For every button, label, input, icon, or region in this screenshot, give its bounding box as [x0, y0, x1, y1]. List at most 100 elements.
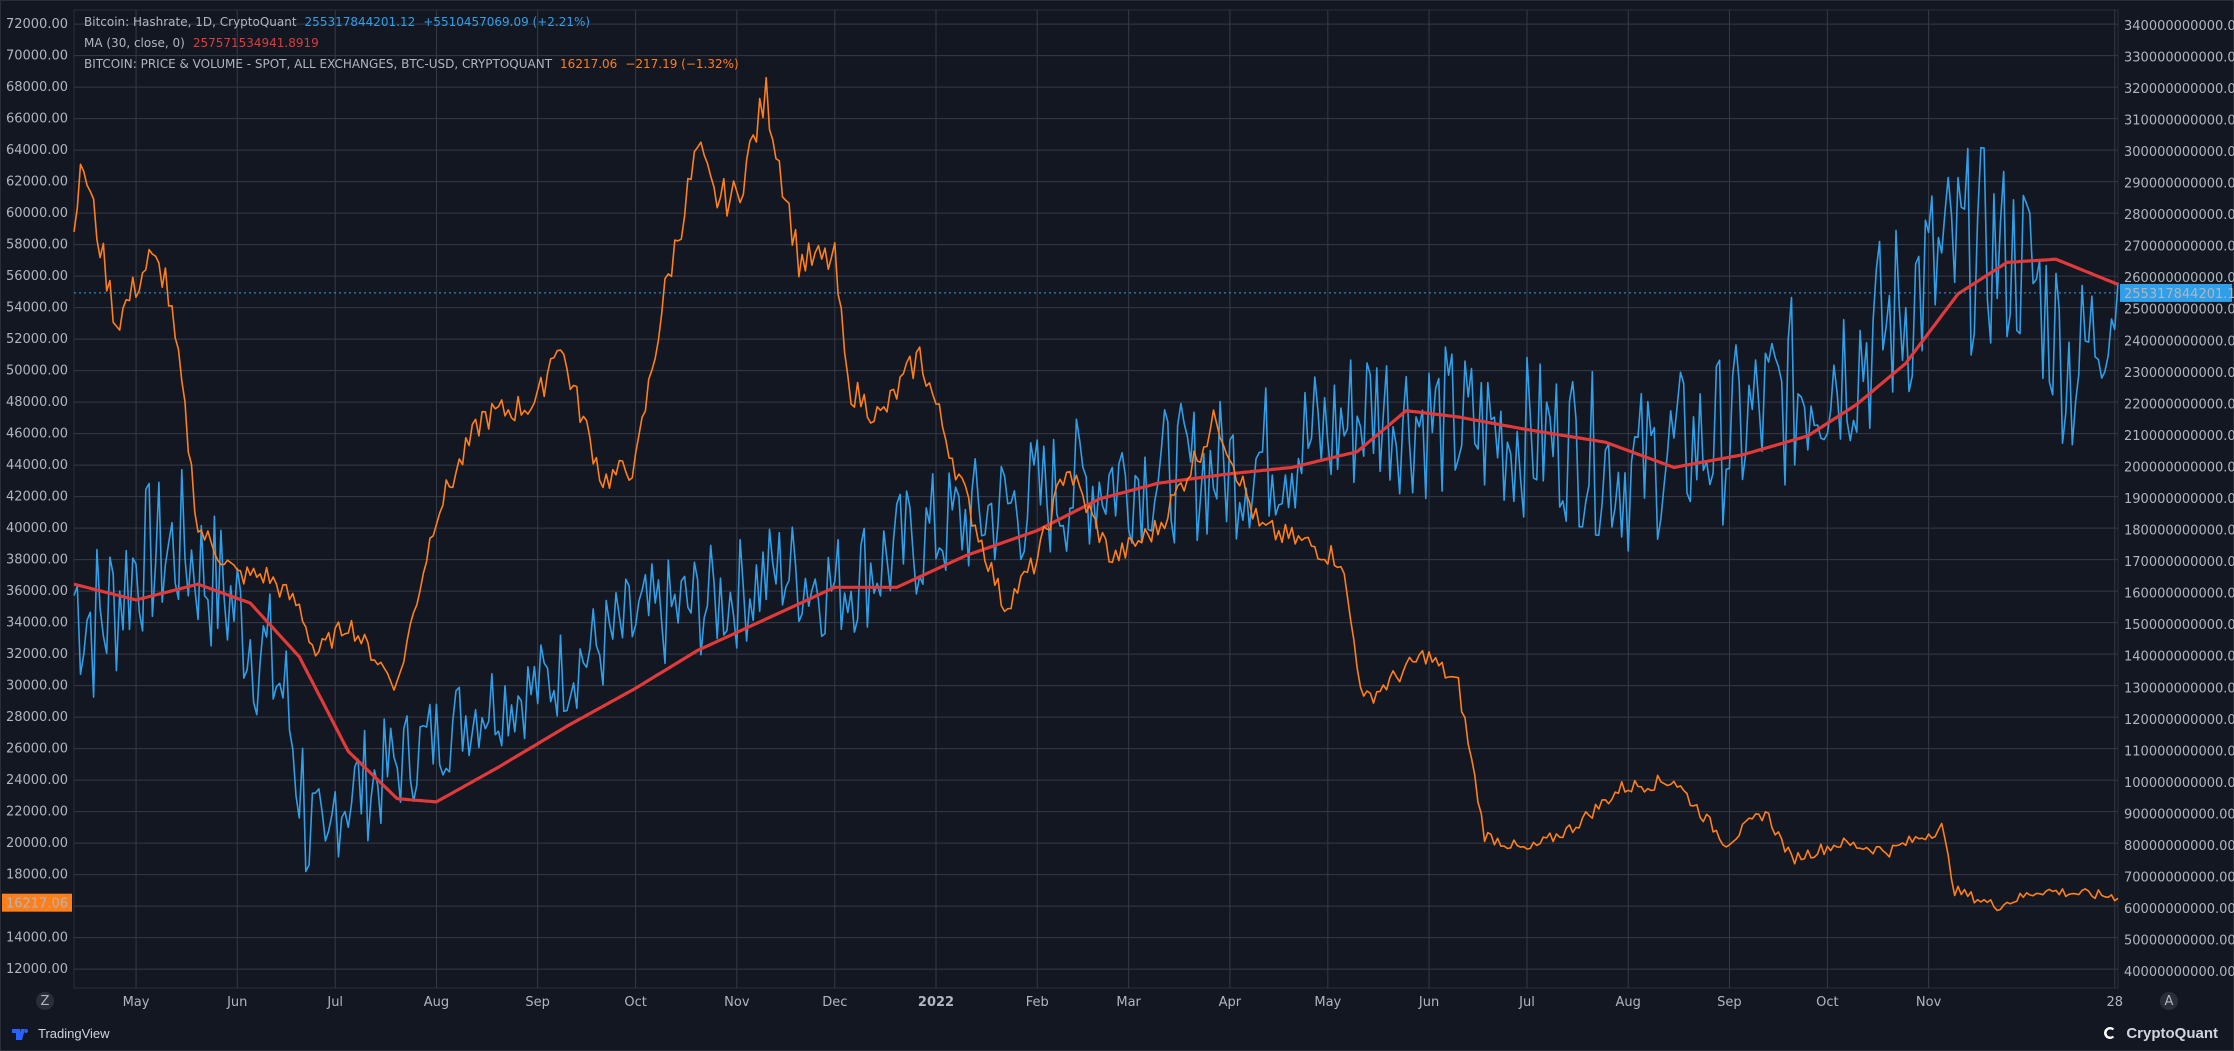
legend-hashrate-change: +5510457069.09 (+2.21%) — [423, 15, 590, 29]
right-tick-label: 190000000000.00 — [2124, 492, 2234, 507]
left-tick-label: 38000.00 — [6, 553, 68, 568]
left-tick-label: 50000.00 — [6, 364, 68, 379]
left-tick-label: 26000.00 — [6, 742, 68, 757]
right-tick-label: 200000000000.00 — [2124, 460, 2234, 475]
zoom-button[interactable] — [36, 992, 54, 1010]
right-tick-label: 290000000000.00 — [2124, 177, 2234, 192]
x-tick-label: Apr — [1219, 995, 1242, 1010]
series-line-1 — [73, 257, 2119, 804]
right-tick-label: 120000000000.00 — [2124, 713, 2234, 728]
left-tick-label: 48000.00 — [6, 395, 68, 410]
right-tick-label: 110000000000.00 — [2124, 744, 2234, 759]
x-tick-label: Jun — [1418, 995, 1439, 1010]
legend-ma-label: MA (30, close, 0) — [84, 36, 185, 50]
x-tick-label: Jul — [1518, 995, 1535, 1010]
left-tick-label: 24000.00 — [6, 773, 68, 788]
auto-scale-button[interactable] — [2160, 992, 2178, 1010]
right-tick-label: 280000000000.00 — [2124, 208, 2234, 223]
x-tick-label: Sep — [1717, 995, 1742, 1010]
left-tick-label: 28000.00 — [6, 710, 68, 725]
left-tick-label: 60000.00 — [6, 206, 68, 221]
x-tick-label: 28 — [2106, 995, 2123, 1010]
right-tick-label: 210000000000.00 — [2124, 429, 2234, 444]
right-tick-label: 310000000000.00 — [2124, 113, 2234, 128]
right-tick-label: 180000000000.00 — [2124, 524, 2234, 539]
left-tick-label: 32000.00 — [6, 647, 68, 662]
x-tick-label: Aug — [1616, 995, 1641, 1010]
right-tick-label: 170000000000.00 — [2124, 555, 2234, 570]
left-tick-label: 68000.00 — [6, 80, 68, 95]
x-tick-label: Nov — [724, 995, 750, 1010]
right-tick-label: 50000000000.00 — [2124, 934, 2234, 949]
x-tick-label: Nov — [1916, 995, 1942, 1010]
x-tick-label: Jun — [226, 995, 247, 1010]
x-tick-label: 2022 — [918, 995, 954, 1010]
series-line-2 — [73, 76, 2119, 912]
price-current-badge — [2, 893, 72, 912]
right-tick-label: 260000000000.00 — [2124, 271, 2234, 286]
left-tick-label: 56000.00 — [6, 269, 68, 284]
right-tick-label: 320000000000.00 — [2124, 82, 2234, 97]
x-tick-label: Aug — [424, 995, 449, 1010]
left-tick-label: 52000.00 — [6, 332, 68, 347]
tradingview-icon — [12, 1029, 29, 1040]
left-tick-label: 54000.00 — [6, 301, 68, 316]
x-tick-label: Mar — [1116, 995, 1141, 1010]
x-tick-label: May — [1314, 995, 1341, 1010]
x-tick-label: Oct — [1816, 995, 1838, 1010]
legend-hashrate: Bitcoin: Hashrate, 1D, CryptoQuant 255317… — [84, 15, 590, 29]
left-tick-label: 22000.00 — [6, 805, 68, 820]
left-tick-label: 62000.00 — [6, 175, 68, 190]
right-tick-label: 90000000000.00 — [2124, 807, 2234, 822]
left-tick-label: 20000.00 — [6, 836, 68, 851]
left-tick-label: 58000.00 — [6, 238, 68, 253]
legend-ma-value: 257571534941.8919 — [193, 36, 319, 50]
right-tick-label: 70000000000.00 — [2124, 871, 2234, 886]
left-tick-label: 36000.00 — [6, 584, 68, 599]
cryptoquant-text: CryptoQuant — [2126, 1024, 2218, 1042]
right-tick-label: 250000000000.00 — [2124, 303, 2234, 318]
legend-price-label: BITCOIN: PRICE & VOLUME - SPOT, ALL EXCH… — [84, 57, 553, 71]
right-tick-label: 300000000000.00 — [2124, 145, 2234, 160]
legend-price-value: 16217.06 — [560, 57, 617, 71]
hashrate-current-label: 255317844201.12 — [2124, 287, 2234, 302]
left-tick-label: 14000.00 — [6, 931, 68, 946]
right-tick-label: 220000000000.00 — [2124, 397, 2234, 412]
left-tick-label: 72000.00 — [6, 17, 68, 32]
right-tick-label: 100000000000.00 — [2124, 776, 2234, 791]
left-axis: 12000.0014000.0016000.0018000.0020000.00… — [6, 17, 68, 977]
right-tick-label: 340000000000.00 — [2124, 19, 2234, 34]
zoom-label: Z — [41, 994, 50, 1009]
left-tick-label: 42000.00 — [6, 490, 68, 505]
left-tick-label: 34000.00 — [6, 616, 68, 631]
right-tick-label: 60000000000.00 — [2124, 902, 2234, 917]
right-tick-label: 80000000000.00 — [2124, 839, 2234, 854]
auto-scale-label: A — [2165, 994, 2174, 1009]
tradingview-text: TradingView — [38, 1025, 110, 1041]
right-tick-label: 40000000000.00 — [2124, 965, 2234, 980]
cryptoquant-icon — [2104, 1027, 2115, 1039]
x-tick-label: Jul — [326, 995, 343, 1010]
x-tick-label: Oct — [624, 995, 646, 1010]
tradingview-logo[interactable]: TradingView — [12, 1020, 110, 1046]
x-axis: May Jun Jul Aug Sep Oct Nov Dec 2022 Feb Mar Apr May… — [36, 992, 2178, 1010]
x-tick-label: Feb — [1026, 995, 1049, 1010]
x-tick-label: Dec — [822, 995, 847, 1010]
left-tick-label: 66000.00 — [6, 112, 68, 127]
right-tick-label: 150000000000.00 — [2124, 618, 2234, 633]
right-tick-label: 160000000000.00 — [2124, 587, 2234, 602]
right-axis: 40000000000.00 50000000000.00 60000000000.… — [2124, 19, 2234, 980]
price-markers: 255317844201.12 16217.06 — [2, 283, 2234, 912]
left-tick-label: 12000.00 — [6, 962, 68, 977]
legend-hashrate-label: Bitcoin: Hashrate, 1D, CryptoQuant — [84, 15, 297, 29]
legend-hashrate-value: 255317844201.12 — [305, 15, 416, 29]
cryptoquant-logo[interactable]: CryptoQuant — [2100, 1020, 2218, 1046]
series-line-0 — [73, 146, 2119, 873]
legend: Bitcoin: Hashrate, 1D, CryptoQuant 255317… — [84, 15, 739, 71]
left-tick-label: 44000.00 — [6, 458, 68, 473]
right-tick-label: 270000000000.00 — [2124, 240, 2234, 255]
x-tick-label: Sep — [525, 995, 550, 1010]
price-current-label: 16217.06 — [6, 897, 68, 912]
